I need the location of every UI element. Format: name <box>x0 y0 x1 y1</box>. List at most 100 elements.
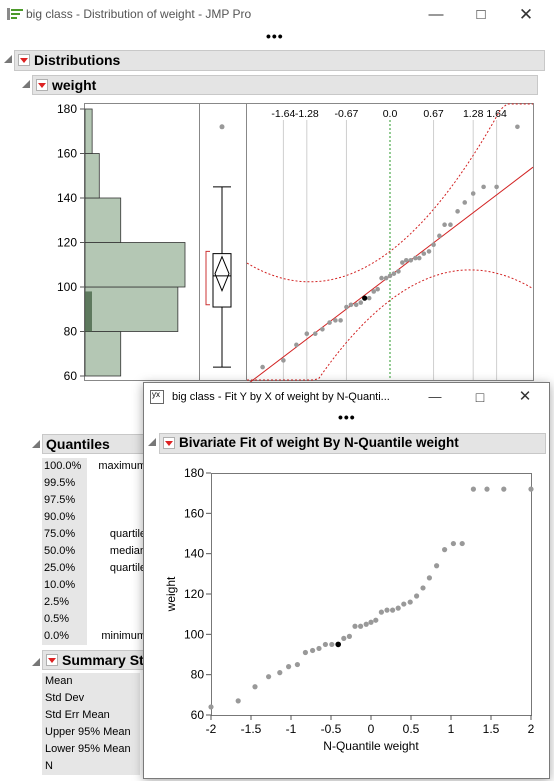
y-tick-label: 180 <box>57 102 77 116</box>
scatter-point <box>407 599 413 605</box>
summary-label: N <box>45 760 53 772</box>
window-title: big class - Distribution of weight - JMP… <box>26 7 252 21</box>
scatter-point <box>501 486 507 492</box>
quantile-point <box>260 364 265 370</box>
summary-label: Upper 95% Mean <box>45 726 131 738</box>
scatter-point <box>459 540 465 547</box>
histogram-bar <box>84 286 179 332</box>
quantile-percent: 97.5% <box>44 494 76 506</box>
quantile-row: 90.0% <box>44 509 144 526</box>
summary-row: Std Err Mean <box>45 707 215 724</box>
quantiles-table: 100.0% maximum 99.5% 97.5% 90.0% 75.0% quartil… <box>44 458 146 645</box>
scatter-point <box>450 540 456 547</box>
weight-title: weight <box>52 77 97 93</box>
collapse-bivariate-icon[interactable] <box>148 438 156 446</box>
scatter-point <box>294 661 300 668</box>
scatter-y-axis-label: weight <box>164 576 178 612</box>
quantile-point <box>396 269 401 274</box>
scatter-x-tick-label: -1.5 <box>241 722 262 736</box>
scatter-point <box>208 704 214 710</box>
bivariate-scatter-plot: 60 80 100 120 140 160 180 -2 -1.5 -1 -0.5 0 0.5 1 1.5 2… <box>164 466 535 753</box>
summary-row: Upper 95% Mean <box>45 724 215 741</box>
quantile-point <box>426 249 432 254</box>
collapse-distributions-icon[interactable] <box>4 55 12 63</box>
boxplot-box <box>212 253 232 308</box>
popup-close-button[interactable]: ✕ <box>518 388 532 405</box>
quantile-point <box>437 233 442 239</box>
scatter-point <box>341 635 347 641</box>
scatter-point <box>390 607 396 613</box>
quantile-point-selected <box>362 295 368 301</box>
collapse-summary-icon[interactable] <box>32 658 40 666</box>
quantile-point <box>416 255 422 261</box>
scatter-point <box>329 641 335 648</box>
scatter-x-tick-label: -1 <box>286 722 297 736</box>
scatter-point <box>310 647 316 654</box>
quantile-point <box>333 318 338 323</box>
plot-frame <box>84 103 534 381</box>
summary-label: Mean <box>45 675 73 687</box>
popup-maximize-button[interactable]: □ <box>475 389 485 405</box>
scatter-x-tick-label: -2 <box>206 722 217 736</box>
distributions-header <box>14 50 545 71</box>
quantile-tick-label: 1.28 <box>463 108 484 120</box>
scatter-x-tick-label: 0 <box>368 722 375 736</box>
scatter-point <box>322 641 328 648</box>
quantile-point <box>338 318 343 323</box>
quantile-label: quartile <box>109 562 146 574</box>
quantile-point <box>344 304 349 310</box>
summary-red-triangle-menu[interactable] <box>46 654 58 666</box>
scatter-point-selected <box>335 641 341 648</box>
summary-label-column <box>42 673 140 775</box>
scatter-point <box>266 674 272 680</box>
popup-more-options-dots[interactable]: ••• <box>338 409 356 425</box>
minimize-button[interactable]: — <box>428 6 444 23</box>
quantile-point <box>403 258 409 263</box>
summary-table: Mean Std Dev Std Err Mean Upper 95% Mean Low… <box>45 673 215 775</box>
popup-minimize-button[interactable]: — <box>428 389 442 404</box>
fit-y-by-x-window[interactable]: yx big class - Fit Y by X of weight by N… <box>143 382 550 779</box>
histogram-bar <box>84 153 100 199</box>
bivariate-red-triangle-menu[interactable] <box>163 437 175 449</box>
quantile-point <box>281 358 286 363</box>
bivariate-header <box>159 433 546 454</box>
scatter-y-tick-label: 180 <box>184 466 204 480</box>
histogram-bar <box>84 242 186 288</box>
bivariate-layer: 60 80 100 120 140 160 180 -2 -1.5 -1 -0.5 0 0.5 1 1.5 2… <box>164 466 535 753</box>
y-tick-label: 140 <box>57 191 77 205</box>
popup-window-title: big class - Fit Y by X of weight by N-Qu… <box>172 391 390 403</box>
weight-header <box>32 75 538 95</box>
histogram-bar <box>84 108 93 154</box>
quantile-point <box>408 258 414 263</box>
summary-row: Lower 95% Mean <box>45 741 215 758</box>
quantile-point <box>413 255 418 261</box>
weight-red-triangle-menu[interactable] <box>36 79 48 91</box>
scatter-point <box>363 621 369 627</box>
quantile-percent: 10.0% <box>44 579 76 591</box>
y-tick-label: 100 <box>57 280 77 294</box>
quantile-point <box>455 209 460 214</box>
quantile-tick-label: 1.64 <box>486 108 507 120</box>
quantile-point <box>442 222 447 227</box>
more-options-dots[interactable]: ••• <box>266 28 284 44</box>
collapse-quantiles-icon[interactable] <box>32 440 40 448</box>
quantile-row: 97.5% <box>44 492 144 509</box>
y-tick-label: 120 <box>57 236 77 250</box>
quantiles-pct-column <box>42 458 87 645</box>
quantile-point <box>391 271 397 276</box>
collapse-weight-icon[interactable] <box>22 80 30 88</box>
maximize-button[interactable]: □ <box>476 6 486 23</box>
close-button[interactable]: ✕ <box>518 5 534 24</box>
scatter-point <box>352 623 358 629</box>
scatter-x-tick-label: 1 <box>448 722 455 736</box>
scatter-point <box>235 698 241 704</box>
quantile-percent: 50.0% <box>44 545 76 557</box>
quantile-tick-label: -1.64 <box>271 108 295 120</box>
scatter-point <box>316 645 322 652</box>
scatter-point <box>470 486 476 492</box>
quantile-label: quartile <box>109 528 146 540</box>
quantile-row: 2.5% <box>44 594 144 611</box>
distributions-red-triangle-menu[interactable] <box>18 54 30 66</box>
scatter-point <box>434 563 440 569</box>
scatter-point <box>414 593 420 599</box>
